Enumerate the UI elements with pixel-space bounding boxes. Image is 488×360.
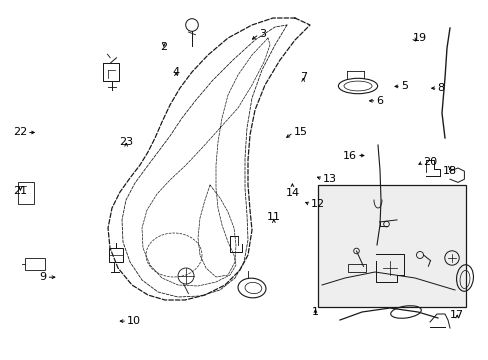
Text: 2: 2 <box>160 42 167 53</box>
Bar <box>347 264 365 272</box>
Text: 20: 20 <box>422 157 436 167</box>
Text: 11: 11 <box>266 212 280 222</box>
Text: 23: 23 <box>119 137 133 147</box>
Text: 1: 1 <box>311 307 318 317</box>
Text: 5: 5 <box>400 81 407 91</box>
Text: 3: 3 <box>259 29 265 39</box>
Text: 10: 10 <box>127 316 141 326</box>
Text: 4: 4 <box>172 67 179 77</box>
Bar <box>317 185 465 307</box>
Text: 13: 13 <box>322 174 336 184</box>
Text: 8: 8 <box>437 83 444 93</box>
Bar <box>25 258 45 270</box>
Text: 17: 17 <box>449 310 463 320</box>
Text: 21: 21 <box>14 186 27 197</box>
Text: 15: 15 <box>293 127 307 138</box>
Text: 14: 14 <box>285 188 299 198</box>
Text: 7: 7 <box>299 72 306 82</box>
Text: 22: 22 <box>13 127 27 138</box>
Text: 9: 9 <box>39 272 46 282</box>
Bar <box>18 182 34 204</box>
Text: 12: 12 <box>310 199 324 210</box>
Text: 16: 16 <box>342 150 356 161</box>
Bar <box>109 248 123 262</box>
Text: 6: 6 <box>376 96 383 106</box>
Text: 19: 19 <box>412 33 427 43</box>
Text: 18: 18 <box>442 166 456 176</box>
